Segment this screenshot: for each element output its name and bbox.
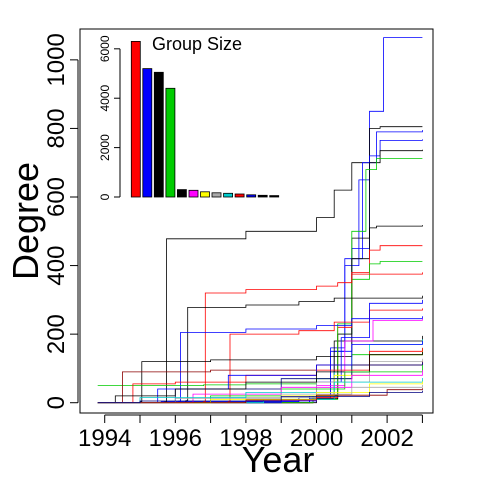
x-tick-label: 1994 xyxy=(78,425,131,452)
inset-y-tick-label: 0 xyxy=(98,193,112,200)
series-line-21 xyxy=(97,362,423,404)
main-plot-axes: 1994 1996 1998 2000 2002 0 200 400 600 800 1000 xyxy=(43,33,423,452)
y-tick-label: 400 xyxy=(43,246,70,286)
y-tick-label: 800 xyxy=(43,108,70,148)
y-tick-label: 1000 xyxy=(43,33,70,86)
series-line-8 xyxy=(97,261,423,404)
y-tick-label: 0 xyxy=(43,396,70,409)
inset-bar-1 xyxy=(142,68,153,198)
series-line-30 xyxy=(97,388,423,404)
x-axis-label: Year xyxy=(242,439,315,480)
main-plot-frame xyxy=(79,28,434,414)
inset-bar-11 xyxy=(257,194,268,198)
inset-y-tick-label: 6000 xyxy=(98,35,112,62)
inset-bar-3 xyxy=(165,87,176,198)
main-plot-series xyxy=(97,37,423,404)
inset-bar-4 xyxy=(176,189,187,198)
inset-bar-12 xyxy=(269,195,280,198)
series-line-26 xyxy=(97,370,423,404)
inset-y-tick-label: 4000 xyxy=(98,85,112,112)
inset-bar-2 xyxy=(153,71,164,198)
inset-axes: 0 2000 4000 6000 xyxy=(98,35,121,200)
series-line-24 xyxy=(97,352,423,404)
inset-y-tick-label: 2000 xyxy=(98,134,112,161)
inset-title: Group Size xyxy=(152,34,242,54)
x-tick-label: 2000 xyxy=(290,425,343,452)
y-tick-label: 200 xyxy=(43,314,70,354)
series-line-28 xyxy=(97,381,423,404)
inset-bar-8 xyxy=(223,192,234,198)
x-tick-label: 1998 xyxy=(219,425,272,452)
series-line-9 xyxy=(97,272,423,404)
series-line-31 xyxy=(97,390,423,404)
series-line-1 xyxy=(97,126,423,404)
group-size-inset-chart: 0 2000 4000 6000 Group Size xyxy=(98,34,280,200)
inset-bar-9 xyxy=(234,193,245,198)
x-tick-label: 1996 xyxy=(149,425,202,452)
y-tick-label: 600 xyxy=(43,177,70,217)
inset-bar-0 xyxy=(130,41,141,198)
inset-bars xyxy=(130,41,280,198)
inset-bar-5 xyxy=(188,189,199,198)
inset-bar-6 xyxy=(200,191,210,198)
y-axis-label: Degree xyxy=(5,162,46,280)
x-tick-label: 2002 xyxy=(360,425,413,452)
inset-bar-10 xyxy=(246,194,257,198)
inset-bar-7 xyxy=(211,192,222,198)
